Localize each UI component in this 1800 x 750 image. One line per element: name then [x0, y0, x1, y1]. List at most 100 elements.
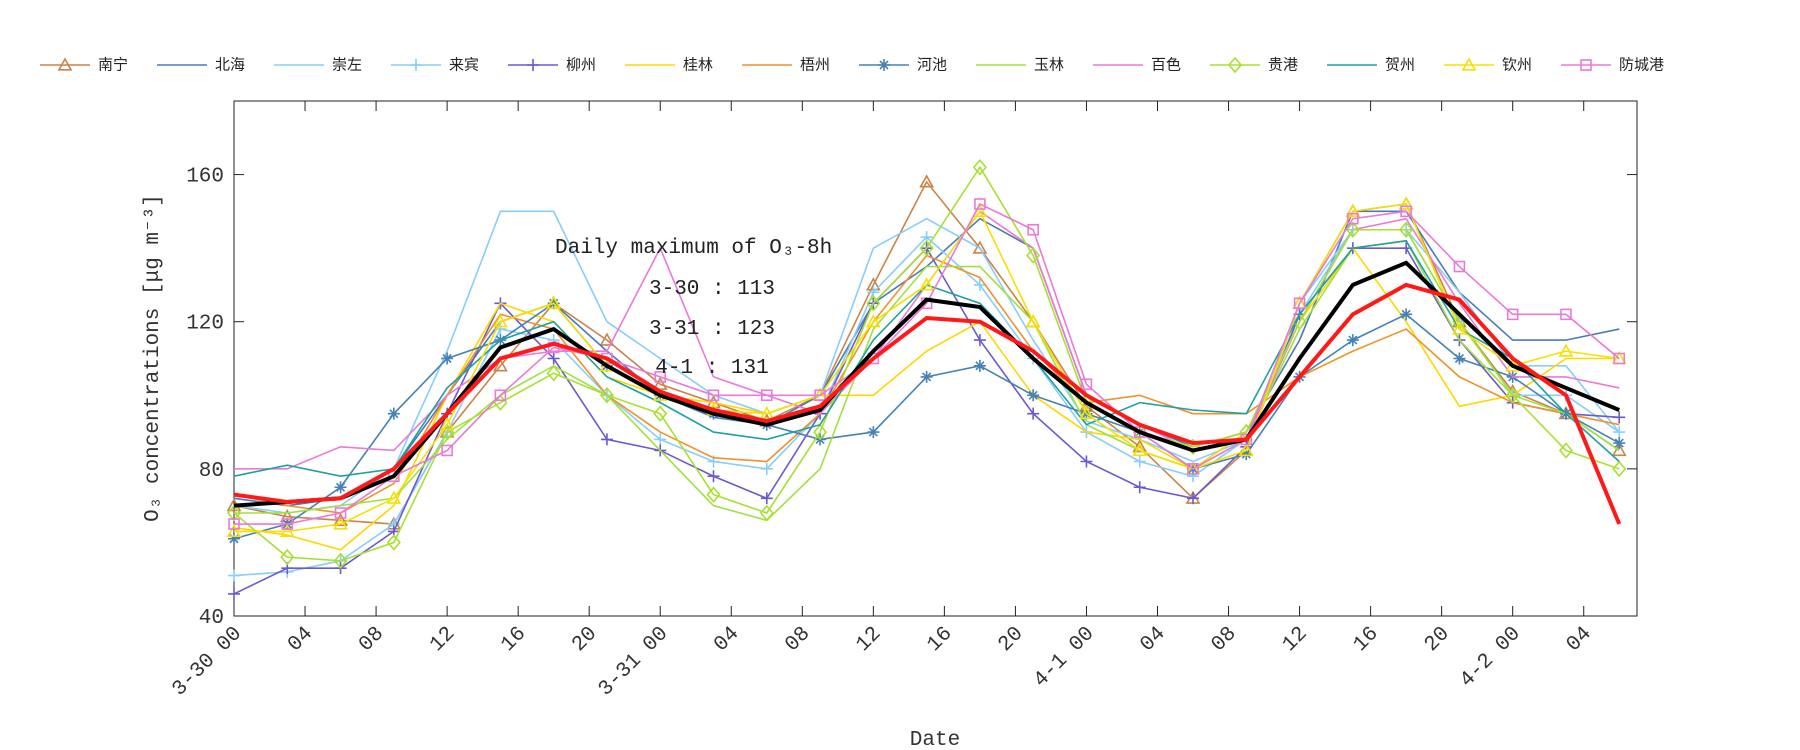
marker-shape — [226, 504, 242, 522]
x-tick-label: 16 — [923, 623, 957, 657]
marker-shape — [410, 59, 422, 71]
marker-shape — [599, 332, 615, 346]
marker — [1079, 406, 1094, 420]
marker — [1027, 389, 1040, 402]
marker — [280, 548, 295, 566]
marker-shape — [1292, 313, 1307, 330]
marker-shape — [1580, 59, 1592, 71]
marker — [1398, 196, 1414, 210]
marker-shape — [279, 523, 295, 537]
marker-shape — [228, 518, 240, 530]
marker-shape — [653, 405, 668, 422]
marker — [546, 295, 562, 309]
marker-shape — [867, 426, 880, 439]
marker-shape — [759, 504, 774, 522]
x-tick-label: 08 — [355, 623, 389, 657]
marker — [1027, 223, 1039, 236]
marker-shape — [281, 518, 294, 530]
marker — [1461, 57, 1477, 71]
marker — [760, 492, 773, 505]
x-tick-label: 04 — [284, 623, 318, 657]
marker — [1132, 439, 1148, 453]
marker — [1612, 460, 1627, 478]
marker-shape — [527, 59, 539, 71]
marker — [973, 359, 986, 372]
legend-label: 崇左 — [332, 56, 362, 74]
marker-shape — [1398, 196, 1414, 210]
marker-shape — [813, 423, 828, 441]
marker-shape — [1558, 442, 1574, 459]
marker — [1558, 343, 1574, 357]
marker — [1025, 314, 1041, 328]
marker-shape — [57, 57, 73, 71]
marker — [1347, 212, 1359, 225]
marker — [228, 587, 240, 600]
marker-shape — [441, 444, 453, 457]
marker-shape — [387, 407, 400, 420]
marker-shape — [386, 490, 402, 504]
x-tick-label: 4-1 00 — [1030, 623, 1100, 693]
legend-label: 贺州 — [1385, 56, 1415, 74]
marker — [653, 405, 668, 422]
marker-shape — [1027, 389, 1040, 402]
series-line — [233, 254, 1620, 514]
marker — [1240, 448, 1253, 461]
marker-shape — [706, 486, 721, 503]
marker — [972, 158, 987, 176]
marker-shape — [1187, 492, 1200, 505]
x-tick-label: 08 — [781, 623, 815, 657]
marker — [1187, 463, 1199, 475]
marker — [707, 389, 720, 402]
marker — [410, 59, 422, 71]
marker-shape — [546, 364, 561, 382]
marker — [1345, 221, 1360, 238]
legend-label: 百色 — [1151, 56, 1181, 74]
marker-shape — [878, 59, 890, 71]
legend-label: 梧州 — [800, 56, 830, 74]
series-line — [233, 246, 1620, 551]
marker — [919, 239, 934, 257]
marker-shape — [1347, 212, 1359, 225]
marker — [867, 426, 880, 439]
marker-shape — [386, 534, 401, 551]
marker-shape — [1400, 205, 1412, 218]
marker-shape — [1133, 455, 1146, 468]
marker — [1558, 442, 1574, 459]
legend-label: 来宾 — [449, 56, 479, 74]
marker-shape — [1400, 308, 1413, 321]
marker — [527, 59, 539, 71]
marker-shape — [1079, 406, 1094, 420]
marker — [813, 423, 828, 441]
marker — [228, 569, 240, 582]
marker — [1080, 378, 1093, 391]
marker-shape — [280, 548, 295, 566]
marker-shape — [1238, 442, 1254, 457]
marker-shape — [1453, 352, 1466, 365]
x-tick-label: 04 — [710, 623, 744, 657]
marker — [334, 507, 347, 519]
marker — [334, 481, 347, 494]
marker — [1611, 442, 1627, 457]
marker — [1187, 492, 1200, 505]
marker-shape — [334, 507, 347, 519]
x-tick-label: 4-2 00 — [1456, 623, 1526, 693]
marker — [546, 364, 561, 382]
marker-shape — [493, 314, 508, 328]
marker-shape — [759, 406, 775, 420]
marker — [920, 370, 933, 383]
marker-shape — [974, 198, 986, 210]
marker — [599, 387, 615, 404]
marker-shape — [760, 492, 773, 505]
marker — [1613, 352, 1626, 365]
x-tick-label: 16 — [1349, 623, 1383, 657]
marker-shape — [1560, 308, 1572, 321]
y-axis-label: O₃ concentrations [μg m⁻³] — [142, 194, 165, 522]
marker — [973, 334, 986, 347]
marker — [493, 358, 508, 372]
marker-shape — [972, 240, 988, 254]
marker — [1453, 260, 1466, 273]
marker-shape — [973, 359, 986, 372]
marker-shape — [546, 295, 562, 309]
marker-shape — [599, 387, 615, 404]
